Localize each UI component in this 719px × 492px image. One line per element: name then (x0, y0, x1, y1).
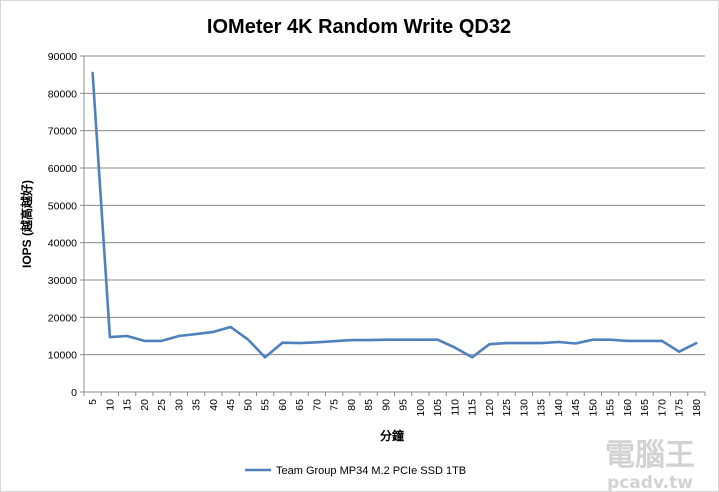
data-point (350, 338, 353, 342)
x-tick-label: 20 (139, 399, 151, 411)
x-tick-label: 10 (104, 399, 116, 411)
x-tick-label: 170 (656, 399, 668, 417)
data-point (212, 330, 215, 334)
y-tick-label: 60000 (48, 163, 77, 175)
y-tick-label: 20000 (48, 312, 77, 324)
data-point (91, 71, 94, 75)
data-point (229, 325, 232, 329)
x-tick-label: 55 (260, 399, 272, 411)
data-point (194, 332, 198, 336)
legend-entry: Team Group MP34 M.2 PCIe SSD 1TB (276, 465, 466, 477)
y-tick-label: 30000 (48, 275, 77, 287)
data-point (539, 341, 543, 345)
x-tick-label: 100 (415, 399, 427, 417)
data-point (505, 341, 508, 345)
watermark-url: pcadv.tw (607, 473, 693, 492)
x-tick-label: 75 (329, 399, 341, 411)
x-tick-label: 175 (674, 399, 686, 417)
data-point (626, 339, 629, 343)
x-axis-label: 分鐘 (380, 428, 404, 443)
data-point (401, 338, 405, 341)
data-point (591, 338, 595, 341)
gridlines (80, 55, 705, 393)
y-tick-label: 90000 (48, 51, 77, 63)
x-tick-label: 115 (467, 399, 479, 416)
data-point (143, 339, 146, 343)
x-tick-label: 160 (622, 399, 634, 417)
y-tick-label: 10000 (48, 350, 77, 362)
data-point (488, 343, 491, 346)
x-tick-labels: 5 10 15 20 25 30 35 40 45 50 55 60 65 70 75 80 85 90 95 100… (87, 399, 703, 417)
chart-title: IOMeter 4K Random Write QD32 (207, 16, 511, 38)
x-tick-label: 140 (553, 399, 565, 417)
data-point (419, 338, 422, 341)
data-point (384, 338, 388, 341)
x-tick-label: 150 (587, 399, 599, 417)
y-axis-label: IOPS (越高越好) (19, 180, 34, 268)
y-tick-label: 70000 (48, 126, 77, 138)
x-tick-label: 165 (639, 399, 651, 417)
data-point (453, 346, 457, 349)
x-tick-label: 15 (122, 399, 134, 411)
data-point (263, 356, 267, 359)
x-tick-label: 105 (432, 399, 444, 417)
data-point (522, 341, 526, 345)
data-point (470, 356, 474, 359)
y-tick-labels: 0 10000 20000 30000 40000 50000 60000 70000 8000… (48, 51, 77, 399)
x-tick-label: 60 (277, 399, 289, 411)
series-line (91, 72, 697, 359)
data-point (125, 334, 129, 338)
y-tick-label: 0 (71, 387, 77, 399)
watermark-logo: 電腦王 (605, 438, 695, 473)
x-tick-label: 95 (398, 399, 410, 411)
x-tick-label: 30 (173, 399, 185, 411)
x-tick-label: 80 (346, 399, 358, 411)
x-tick-label: 25 (156, 399, 168, 411)
axes (83, 56, 706, 396)
x-tick-label: 110 (449, 399, 461, 416)
x-tick-label: 70 (311, 399, 323, 411)
data-point (436, 338, 439, 341)
x-tick-label: 155 (605, 399, 617, 417)
data-point (557, 340, 560, 344)
data-point (574, 342, 577, 345)
series-lines (91, 71, 698, 359)
data-point (281, 341, 284, 344)
data-point (108, 335, 112, 339)
data-point (246, 338, 250, 341)
x-tick-label: 65 (294, 399, 306, 411)
data-point (660, 339, 664, 343)
x-tick-label: 90 (380, 399, 392, 411)
data-point (695, 341, 698, 345)
x-tick-label: 130 (518, 399, 530, 417)
x-tick-label: 145 (570, 399, 582, 417)
y-tick-label: 80000 (48, 88, 77, 100)
x-tick-label: 40 (208, 399, 220, 411)
data-point (367, 338, 370, 342)
x-tick-label: 125 (501, 399, 513, 417)
data-point (160, 339, 163, 343)
x-tick-label: 85 (363, 399, 375, 411)
x-tick-label: 45 (225, 399, 237, 411)
data-point (177, 334, 181, 338)
x-tick-label: 180 (691, 399, 703, 417)
data-point (315, 341, 319, 344)
data-point (608, 338, 612, 341)
x-tick-label: 50 (242, 399, 254, 411)
x-tick-label: 120 (484, 399, 496, 417)
y-tick-label: 50000 (48, 200, 77, 212)
x-tick-label: 135 (536, 399, 548, 417)
data-point (332, 340, 336, 343)
legend: Team Group MP34 M.2 PCIe SSD 1TB (245, 465, 466, 477)
data-point (677, 350, 681, 353)
y-tick-label: 40000 (48, 238, 77, 250)
x-tick-label: 35 (191, 399, 203, 411)
x-tick-label: 5 (87, 399, 99, 405)
data-point (298, 341, 301, 345)
data-point (643, 339, 646, 343)
